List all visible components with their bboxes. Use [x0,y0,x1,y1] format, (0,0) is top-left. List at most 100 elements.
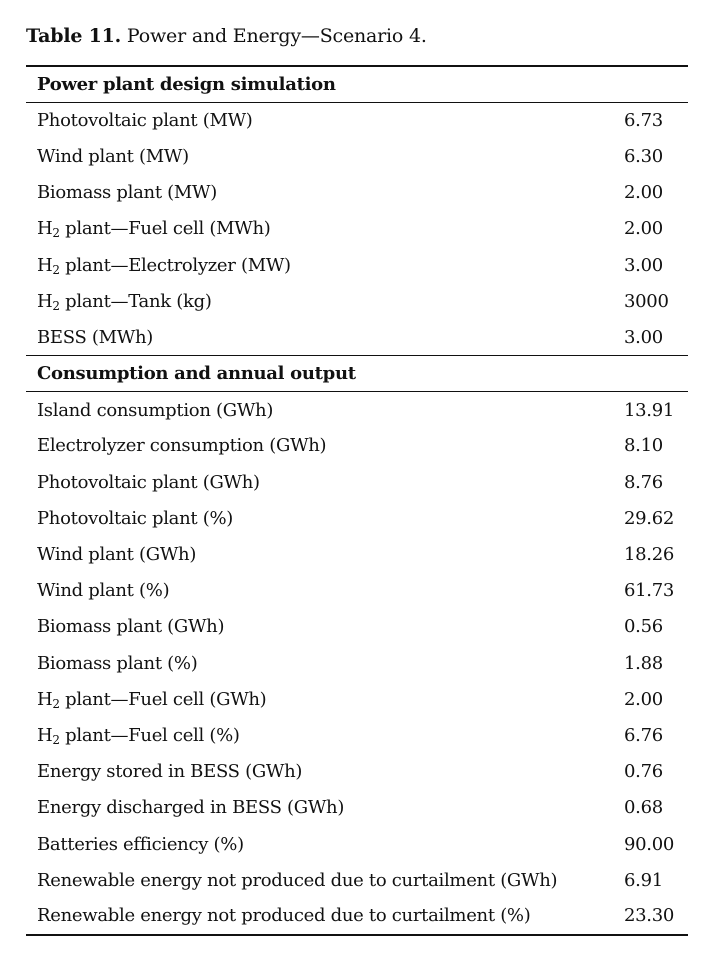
row-label-subscript: 2 [52,696,60,711]
table-row: Island consumption (GWh) 13.91 [26,392,688,428]
row-label-text: H [37,724,53,746]
row-label-text: BESS (MWh) [37,326,154,348]
table-caption: Table 11. Power and Energy—Scenario 4. [26,25,427,47]
table-row: Electrolyzer consumption (GWh) 8.10 [26,428,688,464]
row-label-text: Photovoltaic plant (GWh) [37,471,260,493]
row-value: 6.30 [624,145,663,167]
row-value: 2.00 [624,182,663,204]
row-label-text: Biomass plant (%) [37,652,198,674]
table-row: H2 plant—Tank (kg) 3000 [26,283,688,319]
row-value: 23.30 [620,898,688,936]
table-row: Wind plant (MW) 6.30 [26,138,688,174]
row-label: H2 plant—Fuel cell (MWh) [26,211,620,247]
row-value: 1.88 [624,652,663,674]
row-value: 0.68 [624,797,663,819]
table-row: Wind plant (%) 61.73 [26,573,688,609]
row-label-text: Island consumption (GWh) [37,399,274,421]
row-value: 0.56 [624,616,663,638]
row-label: H2 plant—Electrolyzer (MW) [26,247,620,283]
row-value: 18.26 [624,544,675,566]
table-row: H2 plant—Fuel cell (GWh) 2.00 [26,681,688,717]
row-label-text: Batteries efficiency (%) [37,833,244,855]
row-label: Renewable energy not produced due to cur… [26,898,620,936]
table-row: H2 plant—Electrolyzer (MW) 3.00 [26,247,688,283]
row-label-text: Electrolyzer consumption (GWh) [37,435,327,457]
row-label-text: H [37,688,53,710]
row-value: 6.91 [624,869,663,891]
row-label: H2 plant—Tank (kg) [26,283,620,319]
row-label-text: Renewable energy not produced due to cur… [37,905,531,927]
row-label: Photovoltaic plant (MW) [26,102,620,138]
table-row: Photovoltaic plant (%) 29.62 [26,500,688,536]
table-row: Photovoltaic plant (MW) 6.73 [26,102,688,138]
row-value: 90.00 [624,833,675,855]
row-value: 3.00 [624,326,663,348]
table-row: Biomass plant (%) 1.88 [26,645,688,681]
row-label-text-suffix: plant—Fuel cell (MWh) [59,218,271,240]
table-caption-label: Table 11. [26,25,122,47]
row-value: 29.62 [624,507,675,529]
row-label-subscript: 2 [52,298,60,313]
row-label-text: Energy discharged in BESS (GWh) [37,797,345,819]
row-label-text: Wind plant (GWh) [37,544,197,566]
table-row: Renewable energy not produced due to cur… [26,862,688,898]
row-label-text-suffix: plant—Tank (kg) [59,290,212,312]
row-label-text-suffix: plant—Fuel cell (%) [59,724,240,746]
row-label-text: Wind plant (MW) [37,145,189,167]
row-label-text: Wind plant (%) [37,580,170,602]
row-value: 3000 [624,290,669,312]
row-label: Energy stored in BESS (GWh) [26,754,620,790]
row-label: BESS (MWh) [26,319,620,355]
row-label: Electrolyzer consumption (GWh) [26,428,620,464]
table-row: BESS (MWh) 3.00 [26,319,688,355]
row-label-text: Photovoltaic plant (MW) [37,110,253,132]
section-title: Consumption and annual output [26,354,688,393]
row-label-subscript: 2 [52,262,60,277]
table-row: Biomass plant (MW) 2.00 [26,175,688,211]
row-value: 6.73 [624,110,663,132]
row-label-text-suffix: plant—Fuel cell (GWh) [59,688,267,710]
table-row: Biomass plant (GWh) 0.56 [26,609,688,645]
row-value: 0.76 [624,761,663,783]
row-label: Biomass plant (MW) [26,175,620,211]
row-value: 3.00 [624,254,663,276]
table-row: Batteries efficiency (%) 90.00 [26,826,688,862]
row-label: Wind plant (GWh) [26,536,620,572]
row-label: Biomass plant (%) [26,645,620,681]
row-label-text: Biomass plant (MW) [37,182,217,204]
row-label-text-suffix: plant—Electrolyzer (MW) [59,254,291,276]
section-header-row: Power plant design simulation [26,64,688,103]
row-label: Biomass plant (GWh) [26,609,620,645]
row-value: 2.00 [624,688,663,710]
table-body: Power plant design simulation Photovoltai… [26,64,688,936]
table-row: Renewable energy not produced due to cur… [26,898,688,936]
table-caption-text: Power and Energy—Scenario 4. [121,25,427,47]
row-label-subscript: 2 [52,732,60,747]
row-label: Batteries efficiency (%) [26,826,620,862]
table-row: H2 plant—Fuel cell (MWh) 2.00 [26,211,688,247]
row-value: 2.00 [624,218,663,240]
row-value: 6.76 [624,724,663,746]
row-label-subscript: 2 [52,226,60,241]
row-value: 8.76 [624,471,663,493]
row-label: Wind plant (MW) [26,138,620,174]
row-label: Photovoltaic plant (%) [26,500,620,536]
row-value: 13.91 [624,399,675,421]
row-value: 8.10 [624,435,663,457]
row-label-text: H [37,290,53,312]
row-label: Wind plant (%) [26,573,620,609]
table-row: Wind plant (GWh) 18.26 [26,536,688,572]
table-row: Photovoltaic plant (GWh) 8.76 [26,464,688,500]
row-label: H2 plant—Fuel cell (GWh) [26,681,620,717]
row-label: Photovoltaic plant (GWh) [26,464,620,500]
section-title: Power plant design simulation [26,64,688,103]
row-label-text: Renewable energy not produced due to cur… [37,869,558,891]
row-label: Renewable energy not produced due to cur… [26,862,620,898]
table-row: Energy stored in BESS (GWh) 0.76 [26,754,688,790]
power-energy-table: Power plant design simulation Photovoltai… [26,64,688,936]
row-label-text: H [37,218,53,240]
row-label: Island consumption (GWh) [26,392,620,428]
row-label-text: Energy stored in BESS (GWh) [37,761,303,783]
row-label-text: Photovoltaic plant (%) [37,507,234,529]
